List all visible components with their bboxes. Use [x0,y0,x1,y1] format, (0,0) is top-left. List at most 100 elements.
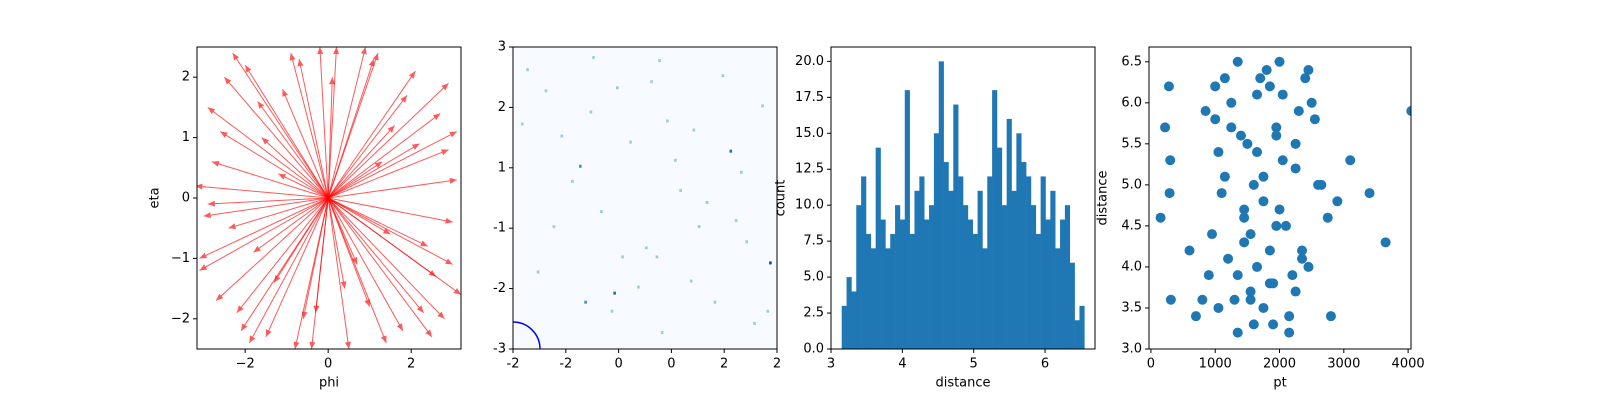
scatter-point [1229,294,1240,305]
arrow-shaft [327,197,358,265]
y-tick-label: 7.5 [803,234,824,249]
hist-bar [967,219,974,349]
arrow-head [329,77,336,85]
y-tick-label: 4.0 [1121,259,1142,274]
hist-bar [880,219,886,349]
scatter-point [1364,188,1375,199]
arrow-shaft [327,125,395,199]
arrow-head [199,264,208,271]
arrow-shaft [315,197,329,313]
arrow-head [249,335,256,343]
arrow-shaft [327,197,346,289]
scatter-point [1277,155,1288,166]
heatmap-cell [592,56,595,60]
arrow-shaft [327,197,445,320]
arrow-head [420,240,428,247]
hist-bar [904,90,910,350]
heatmap-cell [769,261,772,265]
scatter-point [1203,270,1214,281]
arrow [236,197,329,314]
scatter-point [1406,106,1411,116]
x-tick-label: -2 [507,357,520,372]
arrow [327,113,441,199]
hist-bar [1045,219,1051,349]
y-tick-label: 17.5 [795,90,824,105]
scatter-point [1271,220,1282,231]
scatter-point [1210,81,1221,92]
scatter-point [1274,56,1285,67]
arrow-head [441,83,449,91]
y-tick-label: -3 [493,342,506,357]
arrow-head [220,131,228,138]
y-tick-label: 6.5 [1121,54,1142,69]
arrow [228,197,329,230]
arrow [327,143,420,199]
arrow-shaft [207,107,329,199]
arrow-head [396,323,403,331]
arrow [240,197,329,332]
heatmap-cell [697,225,701,229]
hist-bar [948,190,954,349]
arrow-shaft [327,197,429,247]
scatter-point [1163,81,1174,92]
hist-bar [924,219,930,349]
arrow-head [416,305,424,313]
heatmap-cell [766,309,770,313]
heatmap-cell [713,300,717,304]
arrow [215,197,329,302]
heatmap-cell [740,170,743,174]
arrow [203,197,329,219]
arrow-head [440,149,449,156]
scatter-point [1309,114,1320,125]
scatter-point [1252,261,1263,272]
arrow-shaft [327,143,420,199]
y-tick-label: 2 [498,100,506,115]
heatmap-cell [621,255,624,259]
arrow-shaft [328,179,457,199]
arrow-head [211,160,220,167]
axes-frame [830,46,1096,350]
arrow [278,173,329,199]
heatmap-cell [745,240,748,244]
scatter-point [1261,64,1272,75]
scatter-point [1290,163,1301,174]
x-tick-label: -2 [559,357,572,372]
arrow [327,47,340,199]
hist-bar [943,162,949,349]
arrow-head [313,305,320,313]
arrow-shaft [327,197,371,307]
arrow-head [297,59,304,67]
y-tick-label: 15.0 [795,126,824,141]
arrow [199,197,329,259]
arrow-shaft [327,197,433,338]
y-tick-label: -2 [493,281,506,296]
panel: −2 0 2 −2 −1 0 1 2 phi eta [148,46,462,391]
heatmap-cell [571,179,574,183]
x-tick-label: 2 [407,357,415,372]
hist-bar [1079,305,1085,349]
scatter-point [1216,188,1227,199]
scatter-point [1207,229,1218,240]
scatter-point [1248,179,1259,190]
arrow-head [293,341,300,349]
panel: 3 4 5 6 0.0 2.5 5.0 7.5 10.0 12.5 15.0 17.5 20.0 dist… [774,46,1096,391]
heatmap-cell [729,149,733,153]
arrow-head [333,47,340,55]
x-tick-label: −2 [236,357,255,372]
scatter-point [1297,245,1308,256]
arrow-shaft [327,197,404,332]
hist-bar [841,305,847,349]
arrow-shaft [236,197,329,314]
arrow-head [374,161,383,169]
scatter-point [1316,179,1327,190]
x-axis-label: phi [319,376,339,391]
scatter-point [1345,155,1356,166]
arrow [327,197,347,289]
arrow-shaft [240,197,329,332]
scatter-point [1239,237,1250,248]
arrow-head [282,89,288,97]
arrow [327,77,336,199]
arrow-shaft [203,197,329,217]
x-tick-label: 0 [324,357,332,372]
